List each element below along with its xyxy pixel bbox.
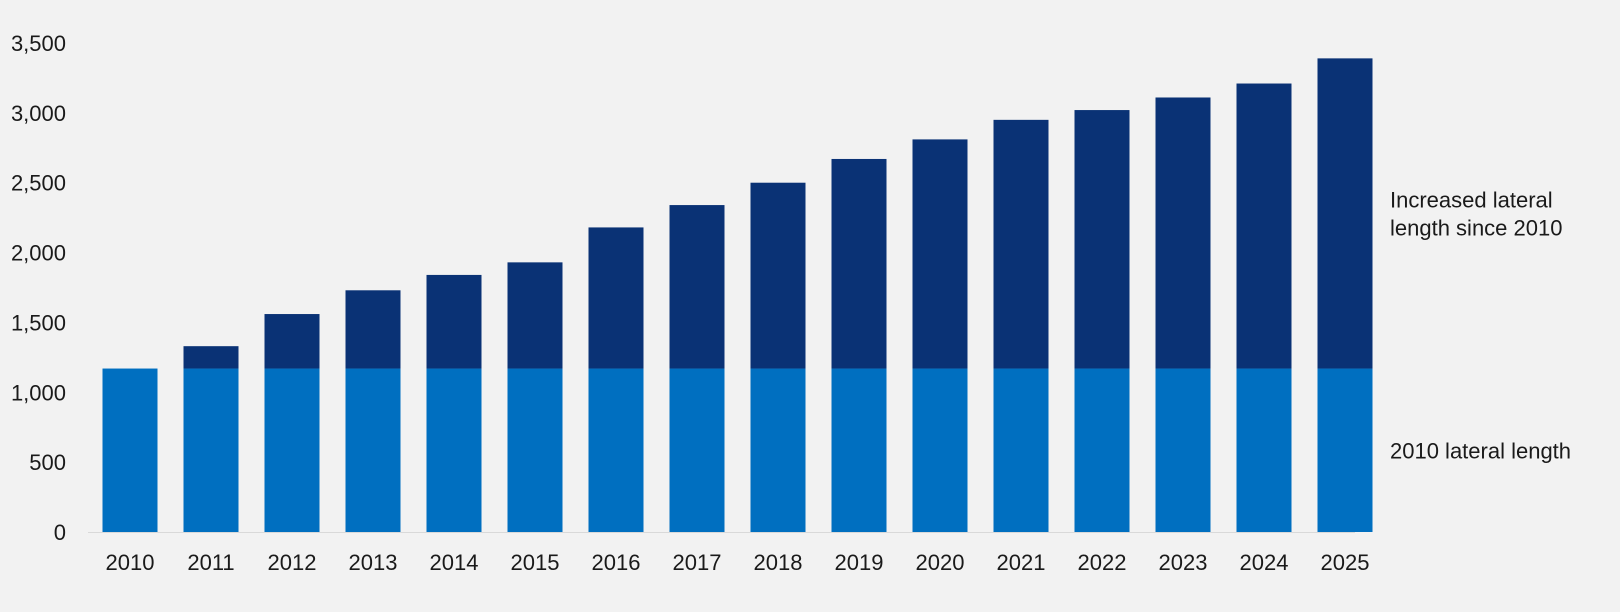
- bar-segment-increased-lateral-length: [912, 139, 968, 369]
- y-tick-label: 1,500: [11, 310, 66, 335]
- bar-segment-2010-lateral-length: [507, 368, 563, 532]
- series-label-line: length since 2010: [1390, 215, 1562, 240]
- bar-segment-2010-lateral-length: [1155, 368, 1211, 532]
- x-tick-label: 2024: [1240, 550, 1289, 575]
- bar-segment-increased-lateral-length: [831, 158, 887, 369]
- bar-segment-increased-lateral-length: [345, 290, 401, 369]
- x-tick-label: 2016: [592, 550, 641, 575]
- x-tick-label: 2023: [1159, 550, 1208, 575]
- x-tick-label: 2019: [835, 550, 884, 575]
- bar-segment-2010-lateral-length: [426, 368, 482, 532]
- bar-segment-2010-lateral-length: [750, 368, 806, 532]
- y-tick-label: 0: [54, 520, 66, 545]
- bar-segment-increased-lateral-length: [1317, 58, 1373, 369]
- bar-segment-2010-lateral-length: [831, 368, 887, 532]
- x-tick-label: 2018: [754, 550, 803, 575]
- bar-segment-increased-lateral-length: [1074, 110, 1130, 369]
- x-tick-label: 2017: [673, 550, 722, 575]
- bar-segment-2010-lateral-length: [669, 368, 725, 532]
- bar-segment-2010-lateral-length: [1074, 368, 1130, 532]
- bar-segment-2010-lateral-length: [912, 368, 968, 532]
- bar-segment-2010-lateral-length: [102, 368, 158, 532]
- bar-segment-2010-lateral-length: [993, 368, 1049, 532]
- bar-segment-2010-lateral-length: [1236, 368, 1292, 532]
- x-tick-label: 2025: [1321, 550, 1370, 575]
- x-tick-label: 2014: [430, 550, 479, 575]
- bar-segment-2010-lateral-length: [264, 368, 320, 532]
- x-tick-label: 2011: [187, 550, 234, 575]
- x-tick-label: 2015: [511, 550, 560, 575]
- y-tick-label: 3,000: [11, 101, 66, 126]
- x-tick-label: 2020: [916, 550, 965, 575]
- y-tick-label: 2,500: [11, 171, 66, 196]
- bar-segment-2010-lateral-length: [1317, 368, 1373, 532]
- bar-segment-increased-lateral-length: [426, 274, 482, 369]
- y-tick-label: 3,500: [11, 31, 66, 56]
- y-tick-label: 1,000: [11, 380, 66, 405]
- bar-segment-increased-lateral-length: [588, 227, 644, 369]
- bar-segment-increased-lateral-length: [993, 119, 1049, 369]
- y-tick-label: 500: [29, 450, 66, 475]
- x-tick-label: 2021: [997, 550, 1046, 575]
- bar-segment-increased-lateral-length: [507, 262, 563, 369]
- x-tick-label: 2010: [106, 550, 155, 575]
- series-label: 2010 lateral length: [1390, 438, 1571, 463]
- x-tick-label: 2013: [349, 550, 398, 575]
- bar-segment-increased-lateral-length: [183, 346, 239, 369]
- bar-segment-increased-lateral-length: [264, 314, 320, 369]
- bar-segment-2010-lateral-length: [588, 368, 644, 532]
- y-tick-label: 2,000: [11, 241, 66, 266]
- bar-segment-increased-lateral-length: [669, 205, 725, 369]
- series-label-line: Increased lateral: [1390, 187, 1553, 212]
- bar-segment-increased-lateral-length: [1155, 97, 1211, 369]
- bar-segment-increased-lateral-length: [750, 182, 806, 369]
- bar-segment-2010-lateral-length: [345, 368, 401, 532]
- series-label-line: 2010 lateral length: [1390, 438, 1571, 463]
- series-label: Increased lateral length since 2010: [1390, 187, 1562, 240]
- bar-segment-2010-lateral-length: [183, 368, 239, 532]
- x-tick-label: 2012: [268, 550, 317, 575]
- x-tick-label: 2022: [1078, 550, 1127, 575]
- bar-segment-increased-lateral-length: [1236, 83, 1292, 369]
